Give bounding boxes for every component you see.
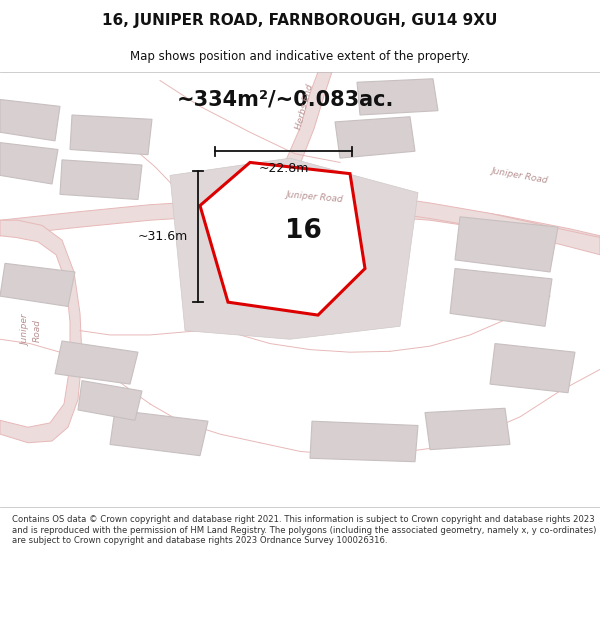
Text: Herbs End: Herbs End [295, 82, 316, 130]
Polygon shape [0, 142, 58, 184]
Polygon shape [78, 381, 142, 421]
Text: Contains OS data © Crown copyright and database right 2021. This information is : Contains OS data © Crown copyright and d… [12, 515, 596, 545]
Polygon shape [70, 115, 152, 154]
Polygon shape [335, 117, 415, 158]
Polygon shape [0, 263, 75, 306]
Polygon shape [170, 158, 418, 339]
Polygon shape [200, 162, 365, 315]
Polygon shape [450, 269, 552, 326]
Polygon shape [370, 194, 600, 255]
Text: Juniper Road: Juniper Road [491, 166, 549, 185]
Polygon shape [0, 99, 60, 141]
Polygon shape [0, 220, 82, 442]
Text: Juniper
Road: Juniper Road [22, 315, 42, 346]
Polygon shape [0, 199, 600, 251]
Text: 16: 16 [285, 218, 322, 244]
Polygon shape [490, 344, 575, 392]
Polygon shape [250, 72, 332, 214]
Polygon shape [357, 79, 438, 115]
Text: ~22.8m: ~22.8m [259, 162, 308, 174]
Polygon shape [60, 160, 142, 199]
Polygon shape [310, 421, 418, 462]
Text: ~31.6m: ~31.6m [138, 230, 188, 243]
Polygon shape [110, 410, 208, 456]
Polygon shape [455, 217, 558, 272]
Polygon shape [55, 341, 138, 384]
Text: 16, JUNIPER ROAD, FARNBOROUGH, GU14 9XU: 16, JUNIPER ROAD, FARNBOROUGH, GU14 9XU [103, 12, 497, 28]
Text: Juniper Road: Juniper Road [286, 190, 344, 204]
Polygon shape [425, 408, 510, 449]
Text: Map shows position and indicative extent of the property.: Map shows position and indicative extent… [130, 49, 470, 62]
Text: ~334m²/~0.083ac.: ~334m²/~0.083ac. [176, 89, 394, 109]
